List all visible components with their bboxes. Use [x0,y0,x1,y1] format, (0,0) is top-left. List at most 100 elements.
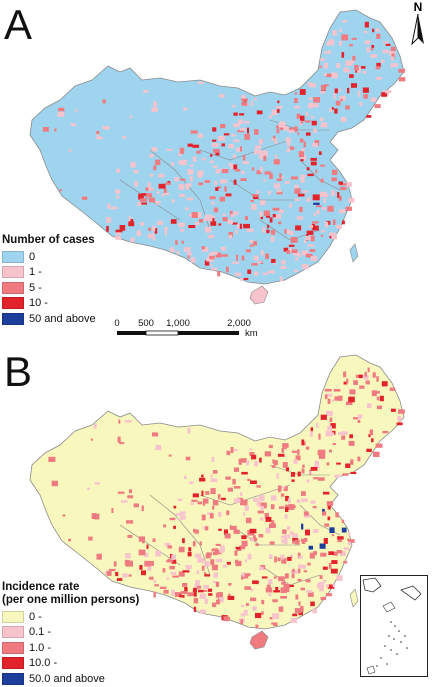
county-marker [334,233,337,240]
county-marker [339,41,342,46]
county-marker [273,159,280,165]
county-marker [178,546,185,553]
county-marker [193,587,197,592]
county-marker [266,214,271,218]
county-marker [265,587,273,593]
county-marker [232,154,236,159]
county-marker [171,162,175,166]
county-marker [307,562,311,566]
county-marker [205,491,210,495]
county-marker [270,495,277,501]
county-marker [240,146,242,152]
county-marker [230,447,234,453]
county-marker [295,257,298,261]
county-marker [244,505,249,511]
county-marker [197,81,204,84]
county-marker [138,549,146,556]
county-marker [330,568,338,574]
county-marker [300,606,304,612]
county-marker [312,608,318,614]
county-marker [179,178,186,181]
county-marker [233,467,239,472]
county-marker [251,204,257,210]
county-marker [271,520,275,524]
county-marker [236,147,243,152]
county-marker [260,166,263,173]
county-marker [275,586,279,593]
county-marker [287,498,291,504]
county-marker [261,599,265,605]
county-marker [271,258,276,263]
county-marker [222,213,226,216]
county-marker [269,523,276,528]
county-marker [310,467,318,471]
county-marker [256,170,262,175]
county-marker [139,198,147,202]
county-marker [334,396,341,401]
county-marker [295,225,302,231]
county-marker [289,203,292,208]
county-marker [350,471,357,474]
county-marker [398,409,405,414]
county-marker [320,164,325,167]
county-marker [231,134,236,137]
county-marker [147,233,155,239]
county-marker [376,376,379,382]
county-marker [301,491,306,496]
county-marker [346,401,353,406]
county-marker [125,553,131,559]
county-marker [210,221,217,226]
county-marker [292,533,298,538]
county-marker [280,596,287,599]
county-marker [209,513,214,519]
county-marker [313,225,319,231]
county-marker [239,127,246,131]
county-marker [371,390,377,397]
county-marker [213,207,219,213]
county-marker [354,64,359,71]
county-marker [331,107,334,110]
county-marker [310,427,314,432]
county-marker [147,561,154,566]
county-marker [184,587,188,593]
county-marker [268,270,275,274]
county-marker [287,526,291,531]
county-marker [336,550,343,554]
county-marker [314,460,320,467]
county-marker [331,72,338,79]
county-marker [221,254,228,257]
county-marker [228,583,232,586]
county-marker [269,115,272,119]
county-marker [254,149,261,155]
county-marker [225,476,231,480]
county-marker [269,541,275,545]
county-marker [226,561,231,565]
county-marker [294,184,299,189]
county-marker [371,45,375,48]
county-marker [307,173,314,177]
county-marker [295,594,299,600]
legend-swatch [2,312,24,325]
county-marker [300,154,306,161]
county-marker [254,129,259,135]
county-marker [252,581,259,584]
county-marker [257,261,263,264]
county-marker [96,134,99,140]
county-marker [233,529,240,534]
county-marker [310,601,315,607]
county-marker [326,462,330,466]
county-marker [219,549,225,553]
county-marker [59,188,62,192]
county-marker [178,222,185,227]
county-marker [110,206,118,210]
county-marker [379,395,384,402]
county-marker [187,427,191,434]
county-marker [130,161,136,168]
county-marker [113,561,117,567]
county-marker [302,190,309,193]
county-marker [253,255,259,261]
county-marker [324,84,329,87]
county-marker [138,536,145,542]
county-marker [145,187,149,191]
county-marker [117,436,121,443]
